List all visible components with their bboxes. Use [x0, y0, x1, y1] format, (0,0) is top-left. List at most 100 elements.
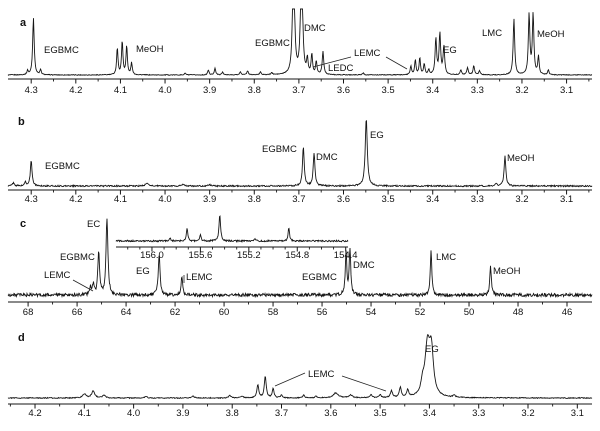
tick-label: 66	[72, 307, 83, 318]
peak-label-EGBMC: EGBMC	[255, 38, 290, 49]
peak-label-MeOH: MeOH	[136, 44, 164, 55]
tick-label: 3.6	[324, 408, 337, 419]
tick-label: 58	[268, 307, 279, 318]
peak-label-EG: EG	[425, 344, 439, 355]
tick-label: 3.8	[248, 85, 261, 96]
tick-label: 4.1	[78, 408, 91, 419]
tick-label: 154.8	[285, 250, 309, 261]
leader-line	[385, 56, 408, 70]
peak-label-EG: EG	[370, 130, 384, 141]
tick-label: 3.7	[292, 194, 305, 205]
tick-label: 68	[23, 307, 34, 318]
tick-label: 3.3	[471, 85, 484, 96]
tick-label: 64	[121, 307, 132, 318]
tick-label: 4.0	[158, 194, 171, 205]
tick-label: 50	[464, 307, 475, 318]
peak-label-DMC: DMC	[353, 260, 375, 271]
tick-label: 46	[562, 307, 573, 318]
peak-label-LEMC: LEMC	[44, 270, 71, 281]
peak-label-DMC: DMC	[304, 23, 326, 34]
peak-label-LEDC: LEDC	[328, 63, 353, 74]
tick-label: 4.3	[25, 85, 38, 96]
tick-label: 3.9	[203, 194, 216, 205]
tick-label: 156.0	[140, 250, 164, 261]
tick-label: 3.5	[374, 408, 387, 419]
tick-label: 3.1	[571, 408, 584, 419]
tick-label: 154.4	[334, 250, 358, 261]
tick-label: 3.1	[560, 85, 573, 96]
tick-label: 62	[170, 307, 181, 318]
panel-b: 4.3 4.2 4.1 4.0 3.9 3.8 3.7 3.6 3.5 3.4 3.3 3.2 3.1 E…	[7, 116, 593, 205]
peak-label-MeOH: MeOH	[537, 29, 565, 40]
tick-label: 155.6	[189, 250, 213, 261]
panel-letter-d: d	[18, 332, 25, 344]
tick-label: 56	[317, 307, 328, 318]
peak-label-LMC: LMC	[482, 28, 502, 39]
spectrum-trace-c	[7, 218, 593, 299]
peak-label-EG: EG	[136, 266, 150, 277]
peak-label-EGBMC: EGBMC	[302, 272, 337, 283]
tick-label: 3.4	[423, 408, 436, 419]
tick-label: 54	[366, 307, 377, 318]
tick-label: 48	[513, 307, 524, 318]
tick-label: 4.0	[158, 85, 171, 96]
tick-label: 3.2	[515, 194, 528, 205]
tick-label: 3.4	[426, 194, 439, 205]
panel-c-inset: 156.0 155.6 155.2 154.8 154.4	[115, 215, 358, 261]
tick-label: 3.7	[292, 85, 305, 96]
panel-c: 68 66 64 62 60 58 56 54 52 50 48 46 EC EGBMC LEMC EG LEM…	[7, 218, 593, 318]
tick-label: 4.2	[69, 194, 82, 205]
panel-d: 4.2 4.1 4.0 3.9 3.8 3.7 3.6 3.5 3.4 3.3 3.2 3.1 LEMC…	[7, 332, 593, 419]
peak-label-LEMC: LEMC	[354, 48, 381, 59]
tick-label: 52	[415, 307, 426, 318]
peak-label-LEMC: LEMC	[308, 369, 335, 380]
tick-label: 3.2	[515, 85, 528, 96]
peak-label-EGBMC: EGBMC	[262, 144, 297, 155]
tick-label: 3.7	[275, 408, 288, 419]
tick-label: 3.9	[176, 408, 189, 419]
tick-label: 4.3	[25, 194, 38, 205]
tick-label: 4.2	[28, 408, 41, 419]
tick-label: 3.1	[560, 194, 573, 205]
tick-label: 155.2	[237, 250, 261, 261]
panel-letter-c: c	[20, 218, 26, 230]
peak-label-MeOH: MeOH	[493, 266, 521, 277]
tick-label: 3.9	[203, 85, 216, 96]
peak-label-EG: EG	[443, 45, 457, 56]
tick-label: 4.2	[69, 85, 82, 96]
peak-label-LMC: LMC	[436, 252, 456, 263]
peak-label-EGBMC: EGBMC	[45, 161, 80, 172]
peak-label-DMC: DMC	[316, 152, 338, 163]
peak-label-EGBMC: EGBMC	[60, 252, 95, 263]
tick-label: 3.3	[471, 194, 484, 205]
peak-label-MeOH: MeOH	[507, 153, 535, 164]
tick-label: 3.8	[248, 194, 261, 205]
peak-label-EGBMC: EGBMC	[44, 45, 79, 56]
leader-line	[341, 375, 387, 392]
tick-label: 3.8	[226, 408, 239, 419]
peak-label-EC: EC	[87, 219, 100, 230]
leader-line	[274, 372, 306, 387]
tick-label: 3.6	[337, 85, 350, 96]
tick-label: 3.6	[337, 194, 350, 205]
spectrum-trace-a	[7, 8, 593, 76]
panel-letter-b: b	[18, 116, 25, 128]
tick-label: 60	[219, 307, 230, 318]
tick-label: 4.1	[114, 194, 127, 205]
spectrum-trace-c-inset	[115, 215, 349, 243]
spectrum-trace-b	[7, 120, 593, 188]
spectrum-trace-d	[7, 334, 593, 400]
tick-label: 3.5	[382, 85, 395, 96]
leader-line	[312, 56, 352, 68]
tick-label: 4.0	[127, 408, 140, 419]
tick-label: 3.2	[521, 408, 534, 419]
tick-label: 4.1	[114, 85, 127, 96]
peak-label-LEMC: LEMC	[186, 272, 213, 283]
panel-letter-a: a	[20, 17, 27, 29]
tick-label: 3.3	[472, 408, 485, 419]
panel-a: 4.3 4.2 4.1 4.0 3.9 3.8 3.7 3.6 3.5 3.4 3.3 3.2 3.1 E…	[7, 8, 593, 96]
